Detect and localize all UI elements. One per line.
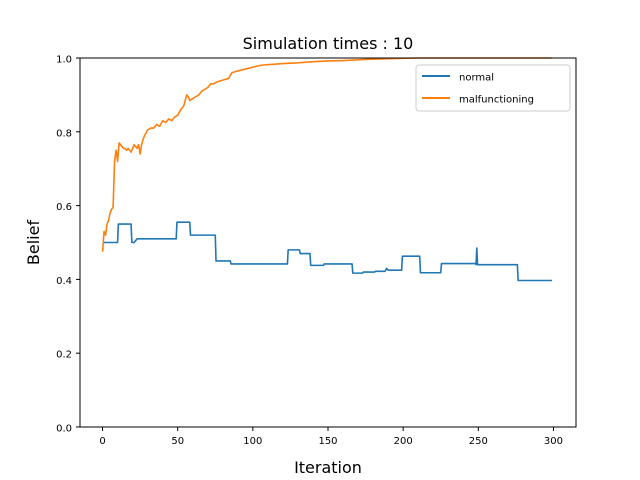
x-tick-label: 150 <box>318 436 337 447</box>
y-axis: 0.0 0.2 0.4 0.6 0.8 1.0 <box>56 55 80 435</box>
x-tick-label: 0 <box>99 436 105 447</box>
x-tick-label: 100 <box>243 436 262 447</box>
chart-title: Simulation times : 10 <box>243 34 414 53</box>
series-line-malfunctioning <box>101 57 552 252</box>
legend: normal malfunctioning <box>415 64 571 112</box>
y-tick-label: 0.8 <box>56 128 72 139</box>
x-tick-label: 300 <box>544 436 563 447</box>
y-tick-label: 0.0 <box>56 424 72 435</box>
y-tick-label: 1.0 <box>56 55 72 66</box>
y-axis-label: Belief <box>24 220 43 266</box>
x-axis-label: Iteration <box>294 458 362 477</box>
x-tick-label: 250 <box>469 436 488 447</box>
legend-box <box>415 64 571 112</box>
x-axis: 0 50 100 150 200 250 300 <box>99 427 563 447</box>
legend-label: normal <box>459 73 494 84</box>
series-layer <box>101 57 552 282</box>
y-tick-label: 0.6 <box>56 202 72 213</box>
plot-frame <box>79 57 577 428</box>
series-line-normal <box>102 221 552 282</box>
x-tick-label: 200 <box>394 436 413 447</box>
y-tick-label: 0.2 <box>56 350 72 361</box>
y-tick-label: 0.4 <box>56 276 72 287</box>
legend-label: malfunctioning <box>459 95 534 106</box>
x-tick-label: 50 <box>171 436 184 447</box>
